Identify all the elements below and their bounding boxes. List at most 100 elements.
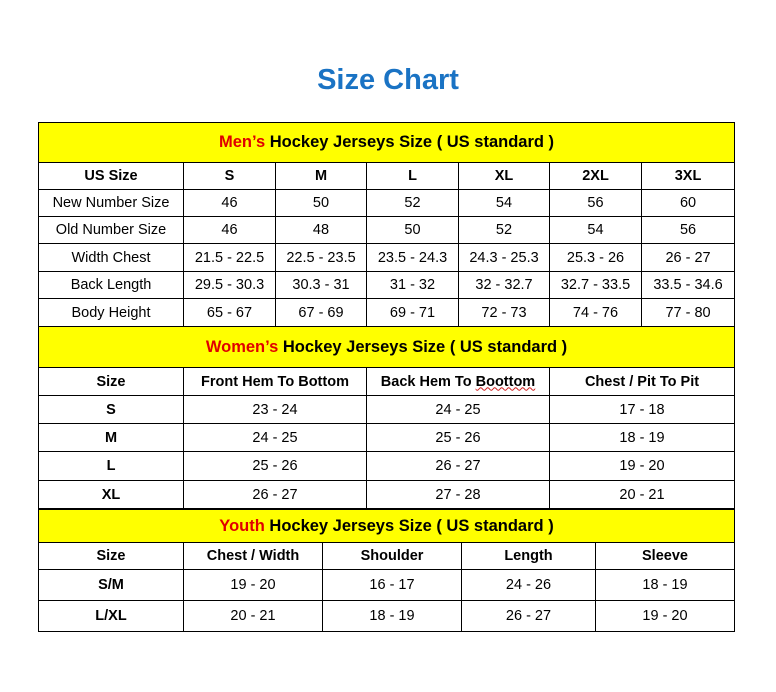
- page-title: Size Chart: [317, 64, 459, 96]
- table-cell: 27 - 28: [366, 480, 550, 509]
- table-cell: 25 - 26: [183, 451, 367, 481]
- table-cell: 18 - 19: [322, 600, 462, 632]
- table-cell: 24 - 25: [366, 395, 550, 424]
- row-label: Width Chest: [38, 243, 184, 272]
- table-cell: 46: [183, 216, 276, 244]
- row-label: S: [38, 395, 184, 424]
- table-cell: 17 - 18: [548, 395, 736, 424]
- row-label: Back Length: [38, 271, 184, 299]
- column-header: 3XL: [640, 162, 736, 190]
- column-header: Size: [38, 367, 184, 396]
- table-cell: 23 - 24: [183, 395, 367, 424]
- table-cell: 22.5 - 23.5: [275, 243, 367, 272]
- youth-heading-rest: Hockey Jerseys Size ( US standard ): [264, 516, 554, 535]
- table-cell: 32.7 - 33.5: [549, 271, 642, 299]
- youth-size-table: Youth Hockey Jerseys Size ( US standard …: [37, 509, 736, 632]
- column-header: Chest / Width: [183, 542, 323, 570]
- table-cell: 48: [275, 216, 367, 244]
- row-label: New Number Size: [38, 189, 184, 217]
- column-header-text: Back Hem To: [380, 373, 476, 390]
- table-cell: 46: [183, 189, 276, 217]
- column-header: Sleeve: [594, 542, 736, 570]
- column-header: Shoulder: [322, 542, 462, 570]
- table-cell: 18 - 19: [548, 423, 736, 452]
- table-cell: 56: [549, 189, 642, 217]
- table-cell: 24.3 - 25.3: [458, 243, 550, 272]
- table-cell: 26 - 27: [366, 451, 550, 481]
- column-header: 2XL: [549, 162, 642, 190]
- row-label: XL: [38, 480, 184, 509]
- column-header: XL: [458, 162, 550, 190]
- column-header: Back Hem To Boottom: [366, 367, 550, 396]
- table-row: Body Height 65 - 67 67 - 69 69 - 71 72 - 73 7…: [38, 298, 736, 327]
- column-header: Front Hem To Bottom: [183, 367, 367, 396]
- womens-heading-rest: Hockey Jerseys Size ( US standard ): [278, 337, 568, 356]
- column-header: M: [275, 162, 367, 190]
- womens-header-row: Size Front Hem To Bottom Back Hem To Boo…: [38, 367, 736, 396]
- row-label: Old Number Size: [38, 216, 184, 244]
- table-cell: 29.5 - 30.3: [183, 271, 276, 299]
- table-cell: 56: [640, 216, 736, 244]
- table-cell: 25 - 26: [366, 423, 550, 452]
- column-header: US Size: [38, 162, 184, 190]
- mens-heading-rest: Hockey Jerseys Size ( US standard ): [265, 133, 555, 151]
- column-header: Size: [38, 542, 184, 570]
- table-cell: 20 - 21: [548, 480, 736, 509]
- table-cell: 50: [275, 189, 367, 217]
- table-cell: 72 - 73: [458, 298, 550, 327]
- mens-heading: Men’s Hockey Jerseys Size ( US standard …: [37, 122, 736, 163]
- table-cell: 74 - 76: [549, 298, 642, 327]
- table-row: M 24 - 25 25 - 26 18 - 19: [38, 423, 736, 452]
- table-cell: 26 - 27: [640, 243, 736, 272]
- table-cell: 24 - 26: [461, 569, 596, 601]
- womens-size-table: Women’s Hockey Jerseys Size ( US standar…: [37, 326, 736, 509]
- table-cell: 24 - 25: [183, 423, 367, 452]
- youth-header-row: Size Chest / Width Shoulder Length Sleev…: [38, 542, 736, 570]
- row-label: Body Height: [38, 298, 184, 327]
- table-cell: 32 - 32.7: [458, 271, 550, 299]
- table-cell: 60: [640, 189, 736, 217]
- womens-heading-prefix: Women’s: [205, 337, 279, 356]
- column-header: Chest / Pit To Pit: [548, 367, 736, 396]
- table-row: Back Length 29.5 - 30.3 30.3 - 31 31 - 32 32…: [38, 271, 736, 299]
- youth-heading: Youth Hockey Jerseys Size ( US standard …: [37, 509, 736, 543]
- table-row: L 25 - 26 26 - 27 19 - 20: [38, 451, 736, 481]
- table-cell: 19 - 20: [183, 569, 323, 601]
- table-row: L/XL 20 - 21 18 - 19 26 - 27 19 - 20: [38, 600, 736, 632]
- column-header: L: [366, 162, 459, 190]
- mens-heading-prefix: Men’s: [219, 133, 266, 151]
- row-label: L: [38, 451, 184, 481]
- row-label: S/M: [38, 569, 184, 601]
- table-cell: 31 - 32: [366, 271, 459, 299]
- mens-header-row: US Size S M L XL 2XL 3XL: [38, 162, 736, 190]
- table-row: New Number Size 46 50 52 54 56 60: [38, 189, 736, 217]
- table-cell: 69 - 71: [366, 298, 459, 327]
- table-cell: 19 - 20: [594, 600, 736, 632]
- misspelled-word: Boottom: [475, 373, 536, 390]
- table-row: Old Number Size 46 48 50 52 54 56: [38, 216, 736, 244]
- table-row: Width Chest 21.5 - 22.5 22.5 - 23.5 23.5 - …: [38, 243, 736, 272]
- table-cell: 52: [366, 189, 459, 217]
- table-cell: 77 - 80: [640, 298, 736, 327]
- table-cell: 54: [549, 216, 642, 244]
- table-cell: 25.3 - 26: [549, 243, 642, 272]
- row-label: M: [38, 423, 184, 452]
- table-cell: 18 - 19: [594, 569, 736, 601]
- table-cell: 67 - 69: [275, 298, 367, 327]
- table-cell: 30.3 - 31: [275, 271, 367, 299]
- table-cell: 26 - 27: [183, 480, 367, 509]
- row-label: L/XL: [38, 600, 184, 632]
- mens-size-table: Men’s Hockey Jerseys Size ( US standard …: [37, 122, 736, 327]
- table-cell: 19 - 20: [548, 451, 736, 481]
- table-cell: 26 - 27: [461, 600, 596, 632]
- table-cell: 33.5 - 34.6: [640, 271, 736, 299]
- table-cell: 50: [366, 216, 459, 244]
- table-cell: 23.5 - 24.3: [366, 243, 459, 272]
- column-header: Length: [461, 542, 596, 570]
- table-row: XL 26 - 27 27 - 28 20 - 21: [38, 480, 736, 509]
- table-cell: 16 - 17: [322, 569, 462, 601]
- table-cell: 65 - 67: [183, 298, 276, 327]
- table-cell: 52: [458, 216, 550, 244]
- youth-heading-prefix: Youth: [219, 516, 265, 535]
- womens-heading: Women’s Hockey Jerseys Size ( US standar…: [37, 326, 736, 368]
